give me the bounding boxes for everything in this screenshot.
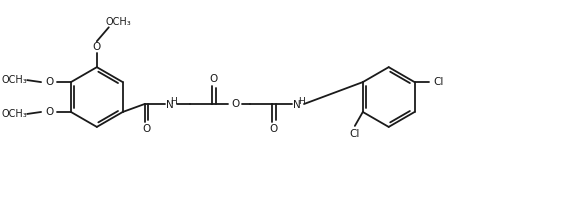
Text: Cl: Cl <box>350 129 360 139</box>
Text: Cl: Cl <box>433 77 444 87</box>
Text: O: O <box>93 42 101 52</box>
Text: O: O <box>231 99 239 109</box>
Text: O: O <box>142 124 151 134</box>
Text: H: H <box>298 96 304 106</box>
Text: N: N <box>166 100 173 110</box>
Text: OCH₃: OCH₃ <box>1 109 27 119</box>
Text: N: N <box>293 100 301 110</box>
Text: O: O <box>45 107 53 117</box>
Text: H: H <box>170 96 177 106</box>
Text: O: O <box>269 124 278 134</box>
Text: OCH₃: OCH₃ <box>106 17 132 27</box>
Text: O: O <box>45 77 53 87</box>
Text: O: O <box>210 74 218 84</box>
Text: OCH₃: OCH₃ <box>1 75 27 85</box>
